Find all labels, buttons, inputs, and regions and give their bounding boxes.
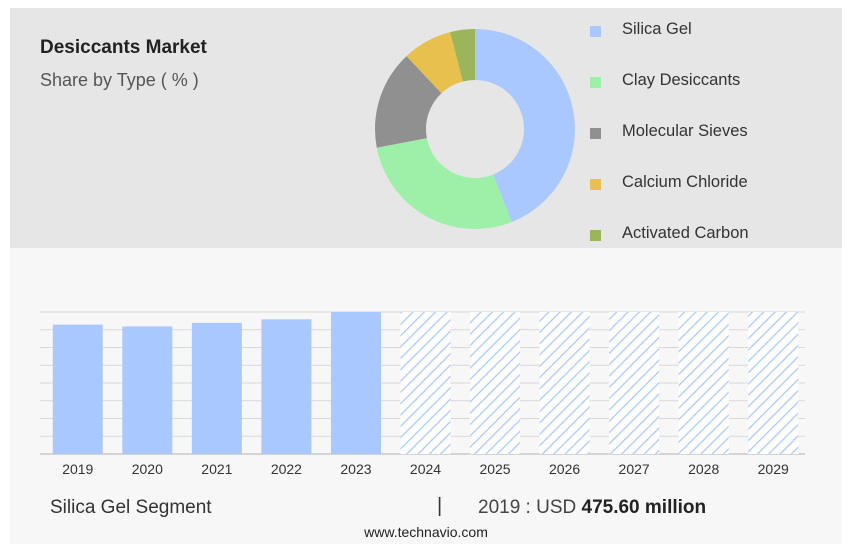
- bar-2019: [52, 324, 103, 454]
- x-tick-label: 2027: [619, 461, 650, 477]
- source-link[interactable]: www.technavio.com: [364, 524, 488, 540]
- legend-swatch: [590, 128, 601, 139]
- legend-swatch: [590, 230, 601, 241]
- x-tick-label: 2025: [479, 461, 510, 477]
- x-tick-label: 2022: [271, 461, 302, 477]
- x-tick-label: 2029: [758, 461, 789, 477]
- legend-label: Molecular Sieves: [622, 122, 748, 140]
- x-tick-label: 2024: [410, 461, 441, 477]
- x-tick-label: 2021: [201, 461, 232, 477]
- legend-swatch: [590, 179, 601, 190]
- segment-value: 2019 : USD 475.60 million: [478, 497, 706, 519]
- legend-label: Silica Gel: [622, 20, 692, 38]
- forecast-bar-2028: [678, 312, 729, 454]
- legend-swatch: [590, 26, 601, 37]
- donut-slice-activated-carbon: [450, 29, 475, 82]
- x-tick-label: 2020: [132, 461, 163, 477]
- x-tick-label: 2019: [62, 461, 93, 477]
- donut-chart: [375, 29, 575, 229]
- chart-title: Desiccants Market: [40, 37, 207, 58]
- forecast-bar-2027: [609, 312, 660, 454]
- legend-item-molecular-sieves: Molecular Sieves: [590, 122, 830, 144]
- forecast-bar-2024: [400, 312, 451, 454]
- bar-2023: [330, 312, 381, 454]
- legend-label: Calcium Chloride: [622, 173, 748, 191]
- legend-label: Activated Carbon: [622, 224, 749, 242]
- donut-slice-molecular-sieves: [375, 56, 442, 148]
- legend-label: Clay Desiccants: [622, 71, 741, 89]
- forecast-bar-2025: [470, 312, 521, 454]
- legend-item-activated-carbon: Activated Carbon: [590, 224, 830, 246]
- legend-swatch: [590, 77, 601, 88]
- x-tick-label: 2028: [688, 461, 719, 477]
- legend-item-clay-desiccants: Clay Desiccants: [590, 71, 830, 93]
- forecast-bar-2026: [539, 312, 590, 454]
- chart-subtitle: Share by Type ( % ): [40, 70, 199, 90]
- footer-separator: |: [437, 495, 443, 517]
- legend-item-silica-gel: Silica Gel: [590, 20, 830, 42]
- year-label: 2019 : USD: [478, 497, 582, 518]
- bar-2022: [261, 319, 312, 454]
- legend-item-calcium-chloride: Calcium Chloride: [590, 173, 830, 195]
- value-amount: 475.60 million: [581, 497, 707, 518]
- bar-2021: [191, 322, 242, 454]
- donut-slice-clay-desiccants: [376, 138, 512, 229]
- x-tick-label: 2023: [340, 461, 371, 477]
- donut-slice-calcium-chloride: [406, 32, 463, 94]
- donut-slice-silica-gel: [475, 29, 575, 222]
- x-tick-label: 2026: [549, 461, 580, 477]
- forecast-bar-2029: [748, 312, 799, 454]
- bar-2020: [122, 326, 173, 454]
- segment-label: Silica Gel Segment: [50, 497, 212, 518]
